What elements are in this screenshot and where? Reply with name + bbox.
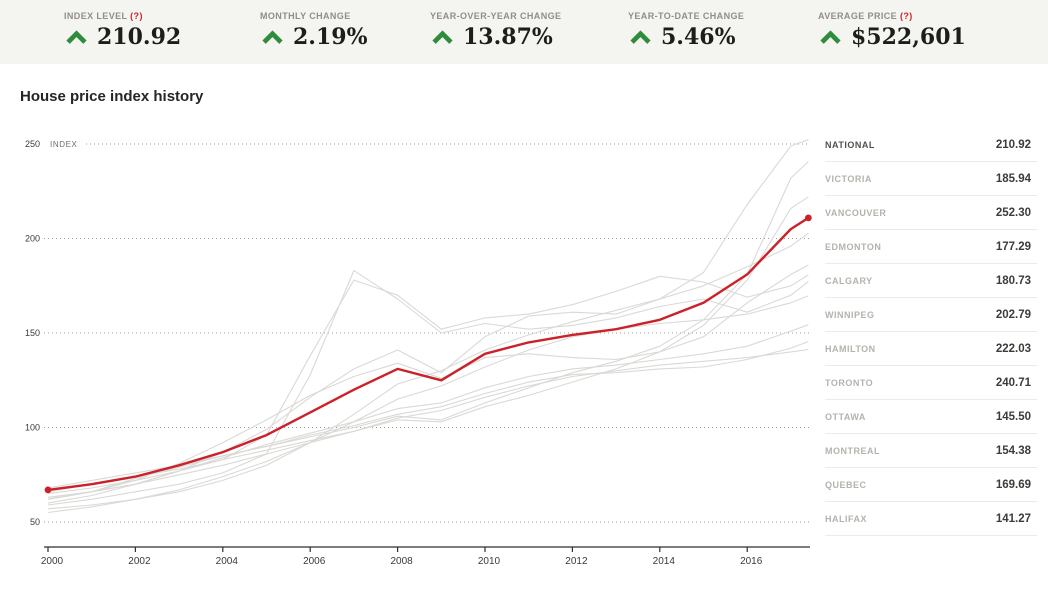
stat-monthly-change: MONTHLY CHANGE 2.19%: [260, 11, 430, 50]
legend-row-hamilton[interactable]: HAMILTON 222.03: [825, 332, 1037, 366]
legend-row-national[interactable]: NATIONAL 210.92: [825, 128, 1037, 162]
stat-label: MONTHLY CHANGE: [260, 11, 430, 21]
series-hamilton: [47, 196, 809, 493]
up-arrow-icon: [432, 29, 453, 44]
legend-city-value: 252.30: [995, 206, 1031, 219]
x-tick-label: 2002: [128, 556, 151, 567]
stats-bar: INDEX LEVEL (?) 210.92 MONTHLY CHANGE 2.…: [0, 0, 1048, 64]
legend-row-halifax[interactable]: HALIFAX 141.27: [825, 502, 1037, 536]
x-tick-label: 2008: [390, 556, 413, 567]
legend-city-name: TORONTO: [825, 377, 874, 388]
stat-value: $522,601: [851, 24, 966, 50]
y-tick-label: 50: [30, 517, 40, 527]
series-montreal: [47, 324, 809, 504]
y-tick-label: 100: [25, 423, 40, 433]
city-legend: NATIONAL 210.92 VICTORIA 185.94 VANCOUVE…: [825, 128, 1037, 536]
stat-label-text: YEAR-TO-DATE CHANGE: [628, 11, 745, 21]
series-calgary: [47, 274, 809, 495]
up-arrow-icon: [66, 29, 87, 44]
x-tick-label: 2012: [565, 556, 588, 567]
legend-row-victoria[interactable]: VICTORIA 185.94: [825, 162, 1037, 196]
legend-city-name: MONTREAL: [825, 445, 880, 456]
up-arrow-icon: [630, 29, 651, 44]
legend-city-value: 177.29: [995, 240, 1031, 253]
stat-value: 2.19%: [293, 24, 368, 50]
legend-row-vancouver[interactable]: VANCOUVER 252.30: [825, 196, 1037, 230]
legend-city-name: HALIFAX: [825, 513, 868, 524]
legend-city-name: CALGARY: [825, 275, 873, 286]
x-tick-label: 2014: [653, 556, 676, 567]
series-toronto: [47, 161, 809, 489]
legend-city-value: 222.03: [995, 342, 1031, 355]
legend-city-name: VANCOUVER: [825, 207, 887, 218]
legend-city-name: HAMILTON: [825, 343, 876, 354]
stat-label: YEAR-OVER-YEAR CHANGE: [430, 11, 628, 21]
series-winnipeg: [47, 232, 809, 510]
up-arrow-icon: [262, 29, 283, 44]
stat-value: 210.92: [97, 24, 182, 50]
x-tick-label: 2010: [478, 556, 501, 567]
series-edmonton: [47, 270, 809, 506]
series-national: [46, 216, 810, 492]
legend-city-name: VICTORIA: [825, 173, 872, 184]
x-tick-label: 2006: [303, 556, 326, 567]
legend-row-montreal[interactable]: MONTREAL 154.38: [825, 434, 1037, 468]
stat-index-level: INDEX LEVEL (?) 210.92: [64, 11, 260, 50]
series-halifax: [47, 348, 809, 498]
legend-city-value: 180.73: [995, 274, 1031, 287]
endpoint-dot: [44, 486, 52, 494]
stat-label: AVERAGE PRICE (?): [818, 11, 966, 21]
stat-label: INDEX LEVEL (?): [64, 11, 260, 21]
series-victoria: [47, 264, 809, 500]
endpoint-dot: [804, 214, 812, 222]
legend-row-calgary[interactable]: CALGARY 180.73: [825, 264, 1037, 298]
legend-row-quebec[interactable]: QUEBEC 169.69: [825, 468, 1037, 502]
legend-row-edmonton[interactable]: EDMONTON 177.29: [825, 230, 1037, 264]
stat-value: 13.87%: [463, 24, 553, 50]
chart-area: 50 100 150 200 250 INDEX 2000 2002 2004 2006 2008 2…: [0, 119, 815, 571]
legend-city-value: 240.71: [995, 376, 1031, 389]
y-tick-label: 200: [25, 234, 40, 244]
stat-label-text: MONTHLY CHANGE: [260, 11, 351, 21]
legend-row-winnipeg[interactable]: WINNIPEG 202.79: [825, 298, 1037, 332]
legend-city-value: 169.69: [995, 478, 1031, 491]
y-tick-label: 250: [25, 139, 40, 149]
legend-city-name: QUEBEC: [825, 479, 867, 490]
y-tick-label: 150: [25, 328, 40, 338]
legend-city-value: 154.38: [995, 444, 1031, 457]
help-link[interactable]: (?): [899, 11, 913, 21]
legend-city-value: 202.79: [995, 308, 1031, 321]
stat-label: YEAR-TO-DATE CHANGE: [628, 11, 818, 21]
legend-city-name: EDMONTON: [825, 241, 882, 252]
legend-city-name: WINNIPEG: [825, 309, 875, 320]
stat-year-to-date-change: YEAR-TO-DATE CHANGE 5.46%: [628, 11, 818, 50]
legend-city-value: 145.50: [995, 410, 1031, 423]
stat-year-over-year-change: YEAR-OVER-YEAR CHANGE 13.87%: [430, 11, 628, 50]
legend-city-name: NATIONAL: [825, 139, 875, 150]
series-ottawa: [47, 340, 809, 500]
page-title: House price index history: [20, 88, 204, 105]
y-axis-label: INDEX: [50, 140, 78, 149]
series-quebec: [47, 295, 809, 514]
x-tick-label: 2016: [740, 556, 763, 567]
help-link[interactable]: (?): [130, 11, 143, 21]
hpi-chart[interactable]: 50 100 150 200 250 INDEX 2000 2002 2004 2006 2008 2…: [0, 119, 815, 571]
stat-label-text: INDEX LEVEL: [64, 11, 128, 21]
x-tick-label: 2000: [41, 556, 64, 567]
stat-label-text: YEAR-OVER-YEAR CHANGE: [430, 11, 562, 21]
legend-city-value: 141.27: [995, 512, 1031, 525]
legend-city-value: 210.92: [995, 138, 1031, 151]
stat-average-price: AVERAGE PRICE (?) $522,601: [818, 11, 966, 50]
stat-value: 5.46%: [661, 24, 736, 50]
x-tick-label: 2004: [216, 556, 239, 567]
stat-label-text: AVERAGE PRICE: [818, 11, 898, 21]
up-arrow-icon: [820, 29, 841, 44]
legend-city-name: OTTAWA: [825, 411, 866, 422]
legend-city-value: 185.94: [995, 172, 1031, 185]
legend-row-ottawa[interactable]: OTTAWA 145.50: [825, 400, 1037, 434]
legend-row-toronto[interactable]: TORONTO 240.71: [825, 366, 1037, 400]
